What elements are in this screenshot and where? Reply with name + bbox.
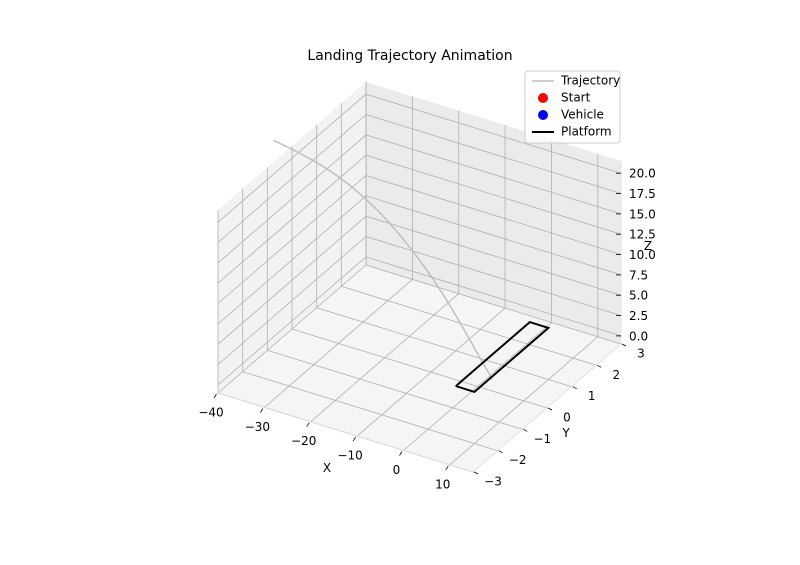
z-tick-label: 20.0 — [629, 167, 656, 181]
legend-label-start: Start — [561, 91, 591, 105]
y-tick-mark — [473, 471, 479, 475]
y-tick-mark — [547, 407, 553, 411]
z-gridline-left — [217, 134, 367, 264]
z-axis-label: Z — [644, 239, 652, 253]
y-gridline-floor — [316, 307, 572, 388]
x-axis-line — [217, 392, 474, 473]
y-gridline-floor — [365, 264, 622, 345]
y-gridline-floor — [341, 285, 597, 366]
back-pane — [366, 82, 621, 344]
y-tick-mark — [597, 364, 602, 368]
y-tick-mark — [498, 450, 503, 454]
y-tick-label: −1 — [533, 432, 551, 446]
x-tick-label: 10 — [435, 477, 450, 491]
x-tick-label: −30 — [245, 420, 270, 434]
y-tick-label: 2 — [612, 368, 620, 382]
z-gridline-back — [365, 93, 622, 174]
platform-outline — [455, 320, 551, 394]
x-tick-label: −20 — [291, 434, 316, 448]
y-axis-line — [472, 343, 622, 473]
z-gridline-back — [365, 134, 622, 215]
z-gridline-left — [217, 175, 367, 304]
z-gridline-left — [217, 114, 367, 243]
z-gridline-back — [365, 195, 622, 276]
x-tick-mark — [445, 465, 449, 471]
legend: Trajectory Start Vehicle Platform — [524, 70, 621, 144]
y-tick-label: −2 — [509, 453, 527, 467]
grid-lines — [217, 82, 622, 473]
z-gridline-left — [217, 236, 367, 365]
z-gridline-left — [217, 256, 367, 386]
z-gridline-back — [365, 256, 622, 337]
z-tick-label: 12.5 — [629, 228, 656, 242]
z-gridline-left — [217, 93, 367, 223]
z-gridline-left — [217, 154, 367, 284]
series-layer — [273, 139, 551, 394]
y-tick-mark — [523, 428, 528, 432]
y-tick-mark — [572, 386, 577, 390]
y-axis-label: Y — [561, 426, 570, 440]
x-tick-label: −10 — [337, 449, 362, 463]
tick-marks — [213, 172, 627, 475]
z-gridline-back — [365, 236, 622, 316]
y-tick-label: 3 — [637, 347, 645, 361]
x-tick-mark — [260, 408, 264, 413]
x-axis-label: X — [323, 461, 331, 475]
z-tick-label: 7.5 — [629, 268, 648, 282]
x-tick-mark — [306, 422, 310, 427]
legend-label-trajectory: Trajectory — [560, 74, 620, 88]
x-tick-mark — [399, 451, 403, 456]
z-tick-label: 2.5 — [629, 309, 648, 323]
x-tick-label: −40 — [198, 406, 223, 420]
z-tick-label: 10.0 — [629, 248, 656, 262]
z-tick-label: 0.0 — [629, 329, 648, 343]
y-gridline-floor — [267, 349, 523, 430]
axis-panes — [218, 82, 621, 472]
legend-swatch-start — [538, 93, 548, 103]
legend-label-platform: Platform — [561, 125, 612, 139]
z-gridline-back — [365, 114, 622, 194]
z-gridline-left — [217, 195, 367, 325]
z-gridline-left — [217, 215, 367, 345]
y-gridline-floor — [242, 371, 498, 452]
legend-swatch-vehicle — [538, 110, 548, 120]
y-tick-label: 1 — [588, 389, 596, 403]
legend-box — [524, 70, 621, 144]
z-gridline-back — [365, 154, 622, 235]
y-tick-mark — [621, 343, 627, 347]
x-tick-mark — [213, 393, 217, 399]
x-tick-mark — [352, 436, 356, 442]
z-gridline-back — [365, 215, 622, 296]
axis-edges — [217, 161, 622, 473]
y-tick-label: 0 — [563, 411, 571, 425]
trajectory-line — [273, 139, 493, 380]
x-tick-label: 0 — [393, 463, 401, 477]
z-tick-label: 5.0 — [629, 289, 648, 303]
z-tick-label: 15.0 — [629, 207, 656, 221]
y-tick-label: −3 — [484, 475, 502, 489]
z-tick-label: 17.5 — [629, 187, 656, 201]
z-gridline-back — [365, 175, 622, 255]
legend-label-vehicle: Vehicle — [561, 108, 604, 122]
chart-title: Landing Trajectory Animation — [307, 48, 512, 64]
y-gridline-floor — [291, 328, 548, 409]
